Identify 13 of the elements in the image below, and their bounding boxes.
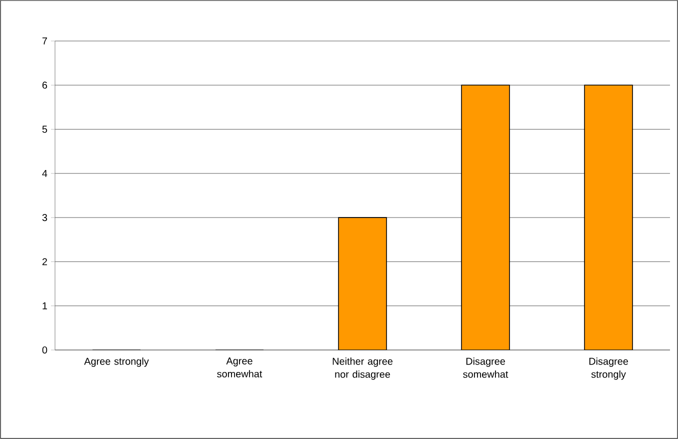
y-tick-label: 1 bbox=[42, 302, 48, 310]
x-tick-label: Disagree somewhat bbox=[463, 358, 508, 378]
y-tick-label: 5 bbox=[42, 126, 48, 133]
y-tick-label: 6 bbox=[42, 82, 48, 89]
x-tick-label: Neither agree nor disagree bbox=[332, 358, 393, 380]
y-tick-label: 3 bbox=[42, 214, 48, 222]
y-tick-label: 4 bbox=[42, 170, 48, 177]
y-tick-label: 7 bbox=[42, 38, 47, 44]
x-tick-label: Agree strongly bbox=[84, 358, 149, 367]
y-tick-label: 2 bbox=[42, 258, 47, 266]
x-tick-label: Agree somewhat bbox=[217, 358, 262, 378]
x-tick-label: Disagree strongly bbox=[589, 358, 628, 380]
y-tick-label: 0 bbox=[42, 346, 48, 354]
